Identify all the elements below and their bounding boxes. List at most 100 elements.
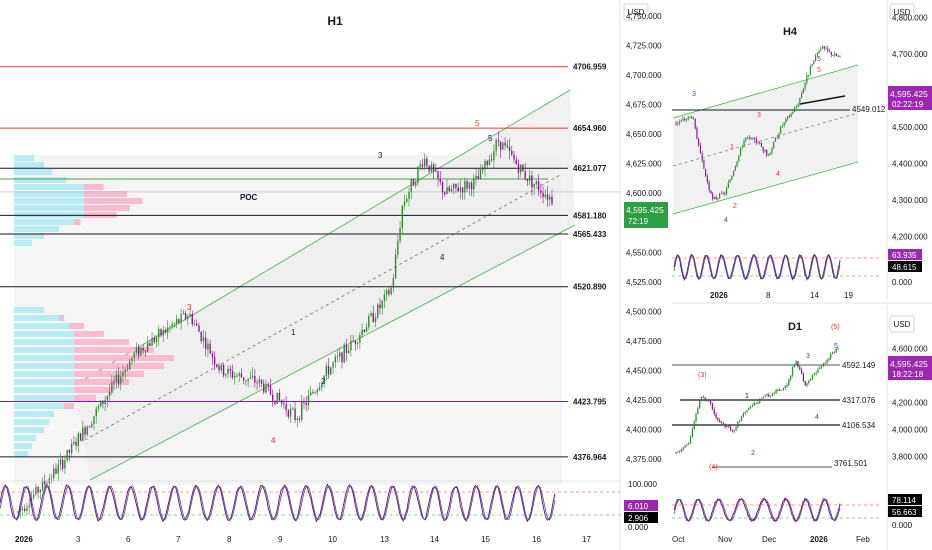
- d1-y-tick: 3,800.000: [892, 453, 928, 462]
- h1-candle: [135, 347, 138, 353]
- h4-panel: H4 4549.012 3 1 2 3 4 4 5 5 USD 4,800.00…: [672, 0, 932, 300]
- h4-candle: [717, 198, 719, 200]
- d1-candle: [678, 451, 681, 453]
- h1-candle: [166, 327, 169, 333]
- h1-candle: [200, 331, 202, 342]
- d1-countdown: 18:22:18: [892, 370, 924, 379]
- h1-candle: [216, 364, 218, 367]
- vp-bar: [14, 198, 84, 204]
- h1-channel-lower: [89, 224, 576, 481]
- d1-candle: [833, 352, 836, 354]
- h1-x-tick: 16: [532, 535, 541, 544]
- h1-candle: [421, 164, 424, 167]
- d1-candle: [779, 390, 781, 391]
- h1-y-tick: 4,725.000: [626, 41, 662, 50]
- h1-candle: [377, 304, 379, 318]
- vp-bar: [74, 379, 129, 385]
- d1-candle: [820, 366, 823, 368]
- h4-currency-badge[interactable]: [889, 3, 915, 21]
- d1-candle: [739, 420, 741, 422]
- h1-candle: [444, 192, 446, 195]
- d1-candle: [737, 421, 739, 428]
- vp-bar: [84, 191, 127, 197]
- h1-candle: [540, 190, 542, 193]
- h1-candle: [544, 194, 546, 197]
- h1-candle: [187, 316, 189, 319]
- h4-candle: [750, 138, 752, 140]
- stoch-d-line: [673, 254, 841, 280]
- h1-y-tick: 4,675.000: [626, 100, 662, 109]
- vp-bar: [84, 184, 104, 190]
- vp-bar: [14, 339, 74, 345]
- h1-candle: [86, 426, 88, 435]
- vp-bar: [14, 363, 74, 369]
- h1-candle: [452, 183, 455, 189]
- d1-panel: D1 4592.149 4317.076 4106.534 3761.501 (…: [672, 302, 932, 550]
- d1-candle: [837, 347, 839, 349]
- h1-candle: [193, 323, 196, 325]
- vp-bar: [74, 363, 164, 369]
- h1-candle: [350, 340, 352, 351]
- h1-candle: [323, 375, 325, 383]
- h1-candle: [502, 142, 504, 150]
- h1-candle: [330, 367, 332, 375]
- h1-currency: USD: [628, 8, 645, 17]
- d1-candle: [742, 413, 744, 417]
- h4-candle: [801, 93, 803, 98]
- h1-price: 4,595.425: [626, 205, 664, 215]
- h1-candle: [70, 443, 73, 453]
- h1-candle: [307, 395, 310, 406]
- h1-x-tick: 3: [76, 535, 81, 544]
- h1-candle: [95, 408, 97, 417]
- h1-candle: [173, 323, 176, 325]
- h1-candle: [213, 357, 216, 365]
- h1-candle: [336, 356, 339, 358]
- h1-candle: [28, 505, 30, 508]
- h4-candle: [813, 60, 815, 64]
- h1-countdown: 72:19: [628, 217, 649, 226]
- h1-candle: [296, 418, 298, 421]
- h1-candle: [542, 192, 544, 197]
- d1-candle: [786, 384, 788, 387]
- d1-currency-badge[interactable]: [889, 315, 915, 333]
- h4-stoch-k-tag: 63.935: [892, 251, 917, 260]
- h1-candle: [401, 205, 404, 229]
- h1-candle: [370, 313, 372, 317]
- h1-candle: [520, 164, 522, 173]
- h1-candle: [126, 369, 129, 371]
- d1-candle: [828, 358, 830, 361]
- d1-candle: [748, 407, 750, 411]
- h1-candle: [198, 325, 200, 332]
- h1-candle: [227, 368, 229, 375]
- h1-candle: [368, 316, 370, 328]
- h1-candle: [412, 179, 415, 186]
- d1-candle: [719, 420, 721, 423]
- h1-candle: [209, 343, 211, 354]
- h1-candle: [129, 361, 131, 370]
- h1-candle: [32, 494, 35, 499]
- h1-candle: [247, 378, 249, 382]
- h1-currency-badge[interactable]: [623, 3, 649, 21]
- h4-candle: [794, 107, 796, 113]
- d1-candle: [749, 406, 752, 408]
- h1-candle: [133, 352, 135, 358]
- h1-candle: [513, 154, 515, 160]
- h1-candle: [17, 511, 19, 513]
- h1-candle: [415, 182, 417, 186]
- stoch-k-line: [673, 253, 841, 282]
- h1-y-tick: 4,500.000: [626, 307, 662, 316]
- h4-candle: [753, 137, 756, 139]
- h4-candle: [795, 106, 797, 108]
- h1-candle: [549, 196, 551, 200]
- h4-candle: [727, 182, 729, 188]
- h1-candle: [79, 433, 82, 441]
- h1-x-tick: 6: [126, 535, 131, 544]
- h1-candle: [446, 187, 448, 195]
- vp-bar: [14, 443, 32, 449]
- h1-candle: [522, 164, 524, 172]
- h4-candle: [701, 153, 703, 161]
- h1-candle: [162, 329, 164, 336]
- h4-candle: [731, 175, 733, 180]
- h1-level-label: 4581.180: [573, 211, 607, 220]
